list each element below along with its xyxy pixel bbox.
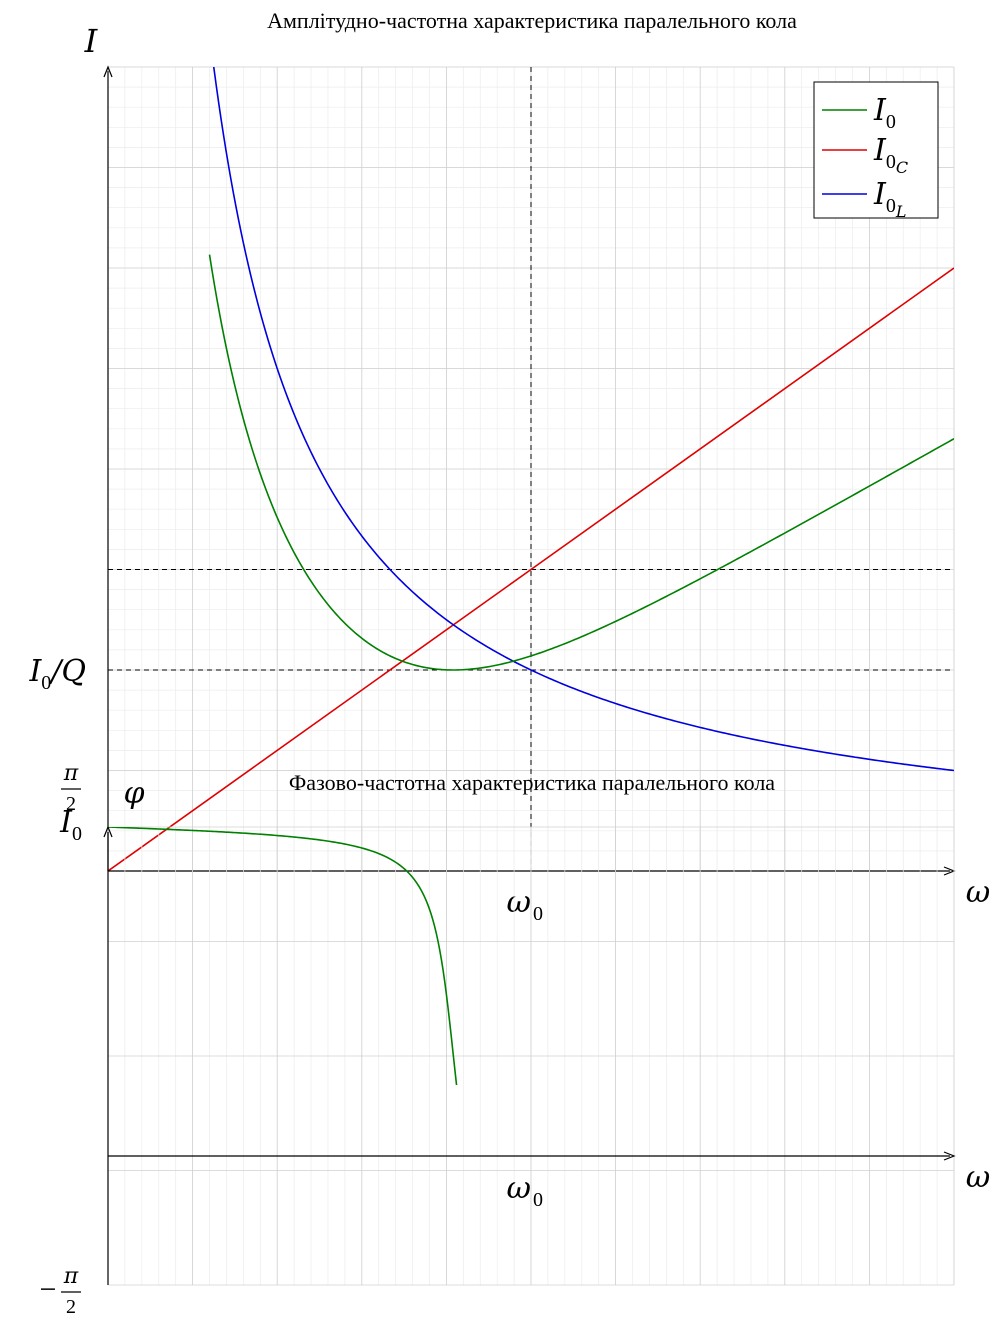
phase-x-axis-arrow bbox=[943, 1151, 956, 1161]
phase-y-tick-top-num: π bbox=[63, 761, 79, 786]
amplitude-grid bbox=[107, 66, 955, 872]
amplitude-x-tick-label: ω bbox=[507, 885, 531, 920]
phase-x-axis-label: ω bbox=[966, 1160, 990, 1195]
amplitude-y-axis-label: I bbox=[84, 22, 99, 60]
series-line-i0c bbox=[108, 267, 954, 871]
amplitude-series-group bbox=[108, 67, 954, 871]
amplitude-x-axis-label: ω bbox=[966, 875, 990, 910]
amplitude-y-axis-arrow bbox=[103, 65, 113, 78]
legend-label-i0c: I0C bbox=[873, 133, 908, 177]
phase-x-tick-label: ω bbox=[507, 1171, 531, 1206]
phase-axes bbox=[103, 825, 956, 1285]
phase-y-axis-arrow bbox=[103, 825, 113, 838]
phase-chart-title: Фазово-частотна характеристика паралельн… bbox=[289, 770, 775, 795]
amplitude-chart: Амплітудно-частотна характеристика парал… bbox=[28, 8, 990, 925]
phase-y-tick-top-den: 2 bbox=[66, 793, 76, 815]
phase-y-tick-bottom-den: 2 bbox=[66, 1296, 76, 1318]
amplitude-legend: I0 I0C I0L bbox=[813, 81, 939, 221]
series-line-i0l bbox=[212, 67, 954, 772]
series-line-i0 bbox=[208, 254, 954, 671]
amplitude-y-tick-label-i0: I0 bbox=[59, 805, 82, 845]
legend-entry-i0c: I0C bbox=[822, 133, 908, 177]
amplitude-chart-title: Амплітудно-частотна характеристика парал… bbox=[267, 8, 797, 33]
phase-y-tick-top: π 2 bbox=[61, 761, 81, 815]
legend-entry-i0: I0 bbox=[822, 93, 896, 133]
phase-chart: Фазово-частотна характеристика паралельн… bbox=[40, 761, 991, 1318]
phase-y-axis-label: φ bbox=[123, 776, 144, 811]
legend-label-i0l: I0L bbox=[873, 177, 906, 221]
amplitude-y-tick-label-i0q: I0/Q bbox=[28, 654, 86, 694]
series-line-phi bbox=[108, 827, 458, 1085]
phase-y-tick-bottom: − π 2 bbox=[40, 1264, 81, 1318]
phase-grid bbox=[107, 826, 955, 1286]
amplitude-x-tick-sub: 0 bbox=[533, 903, 543, 925]
phase-x-tick-sub: 0 bbox=[533, 1189, 543, 1211]
phase-y-tick-bottom-sign: − bbox=[40, 1273, 57, 1306]
legend-entry-i0l: I0L bbox=[822, 177, 906, 221]
legend-label-i0: I0 bbox=[873, 93, 896, 133]
phase-series-group bbox=[108, 827, 458, 1085]
phase-y-tick-bottom-num: π bbox=[63, 1264, 79, 1289]
